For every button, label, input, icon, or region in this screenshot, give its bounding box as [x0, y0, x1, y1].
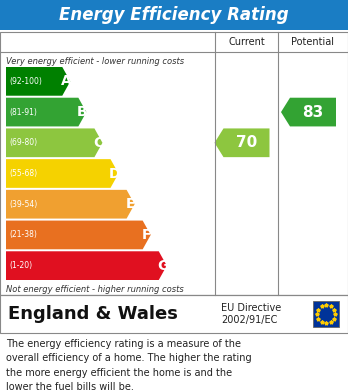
Polygon shape: [214, 128, 269, 157]
FancyBboxPatch shape: [0, 0, 348, 30]
Text: Potential: Potential: [292, 37, 334, 47]
Text: (55-68): (55-68): [9, 169, 37, 178]
Polygon shape: [6, 159, 119, 188]
Text: C: C: [93, 136, 104, 150]
Text: (92-100): (92-100): [9, 77, 42, 86]
Polygon shape: [281, 98, 336, 126]
Text: D: D: [109, 167, 120, 181]
Text: F: F: [142, 228, 151, 242]
Text: A: A: [61, 74, 72, 88]
FancyBboxPatch shape: [0, 295, 348, 333]
Polygon shape: [6, 190, 135, 219]
FancyBboxPatch shape: [0, 32, 348, 295]
Polygon shape: [6, 128, 102, 157]
Text: Very energy efficient - lower running costs: Very energy efficient - lower running co…: [6, 57, 184, 66]
Text: B: B: [77, 105, 88, 119]
Polygon shape: [6, 221, 151, 249]
Text: 70: 70: [236, 135, 257, 150]
Text: Current: Current: [228, 37, 265, 47]
Text: England & Wales: England & Wales: [8, 305, 178, 323]
Text: E: E: [126, 197, 135, 211]
Text: (21-38): (21-38): [9, 230, 37, 239]
Polygon shape: [6, 98, 86, 126]
Text: 2002/91/EC: 2002/91/EC: [221, 315, 277, 325]
Text: (69-80): (69-80): [9, 138, 37, 147]
Text: (81-91): (81-91): [9, 108, 37, 117]
Text: The energy efficiency rating is a measure of the
overall efficiency of a home. T: The energy efficiency rating is a measur…: [6, 339, 252, 391]
Text: 83: 83: [302, 104, 324, 120]
Text: EU Directive: EU Directive: [221, 303, 281, 313]
FancyBboxPatch shape: [313, 301, 339, 327]
Text: Energy Efficiency Rating: Energy Efficiency Rating: [59, 6, 289, 24]
Polygon shape: [6, 67, 70, 96]
Text: G: G: [157, 258, 168, 273]
Text: Not energy efficient - higher running costs: Not energy efficient - higher running co…: [6, 285, 184, 294]
Polygon shape: [6, 251, 167, 280]
Text: (39-54): (39-54): [9, 200, 37, 209]
Text: (1-20): (1-20): [9, 261, 32, 270]
